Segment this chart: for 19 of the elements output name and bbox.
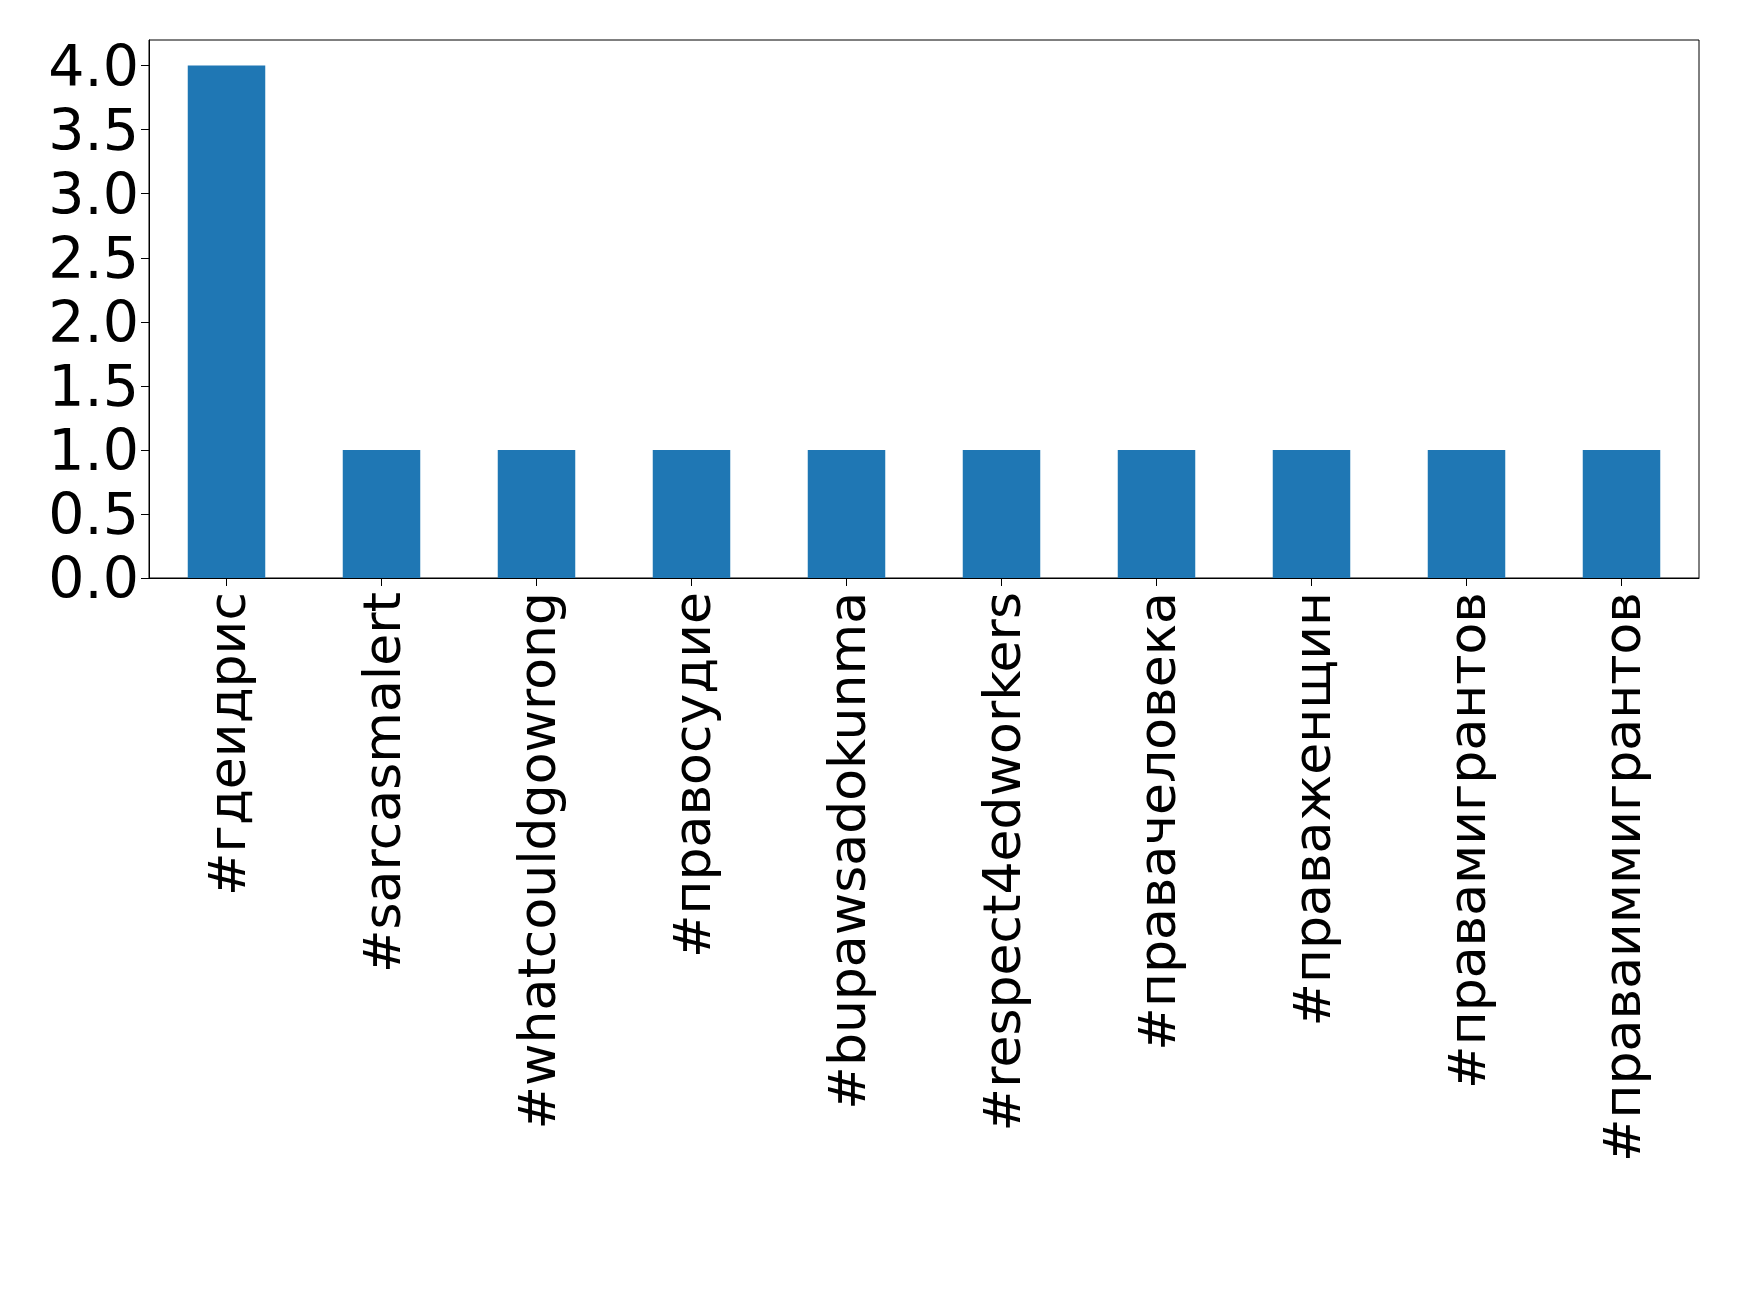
x-tick-label: #праваиммигрантов <box>1591 592 1652 1162</box>
x-tick-label: #правамигрантов <box>1436 592 1497 1089</box>
x-tick-label: #праваженщин <box>1281 592 1342 1027</box>
y-tick-label: 1.5 <box>48 352 139 419</box>
x-tick-label: #sarcasmalert <box>351 592 412 974</box>
y-tick-label: 4.0 <box>48 32 139 99</box>
x-tick-label: #respect4edworkers <box>971 592 1032 1132</box>
y-tick-label: 2.0 <box>48 288 139 355</box>
y-tick-label: 0.0 <box>48 545 139 611</box>
y-tick-label: 3.5 <box>48 96 139 163</box>
y-tick-label: 3.0 <box>48 160 139 227</box>
x-tick-label: #гдеидрис <box>196 592 257 896</box>
y-tick-label: 0.5 <box>48 480 139 547</box>
x-tick-label: #bupawsadokunma <box>816 592 877 1110</box>
x-tick-label: #правачеловека <box>1126 592 1187 1051</box>
x-tick-label: #whatcouldgowrong <box>506 592 567 1130</box>
y-tick-label: 2.5 <box>48 224 139 291</box>
y-tick-label: 1.0 <box>48 416 139 483</box>
x-tick-label: #правосудие <box>661 592 722 959</box>
